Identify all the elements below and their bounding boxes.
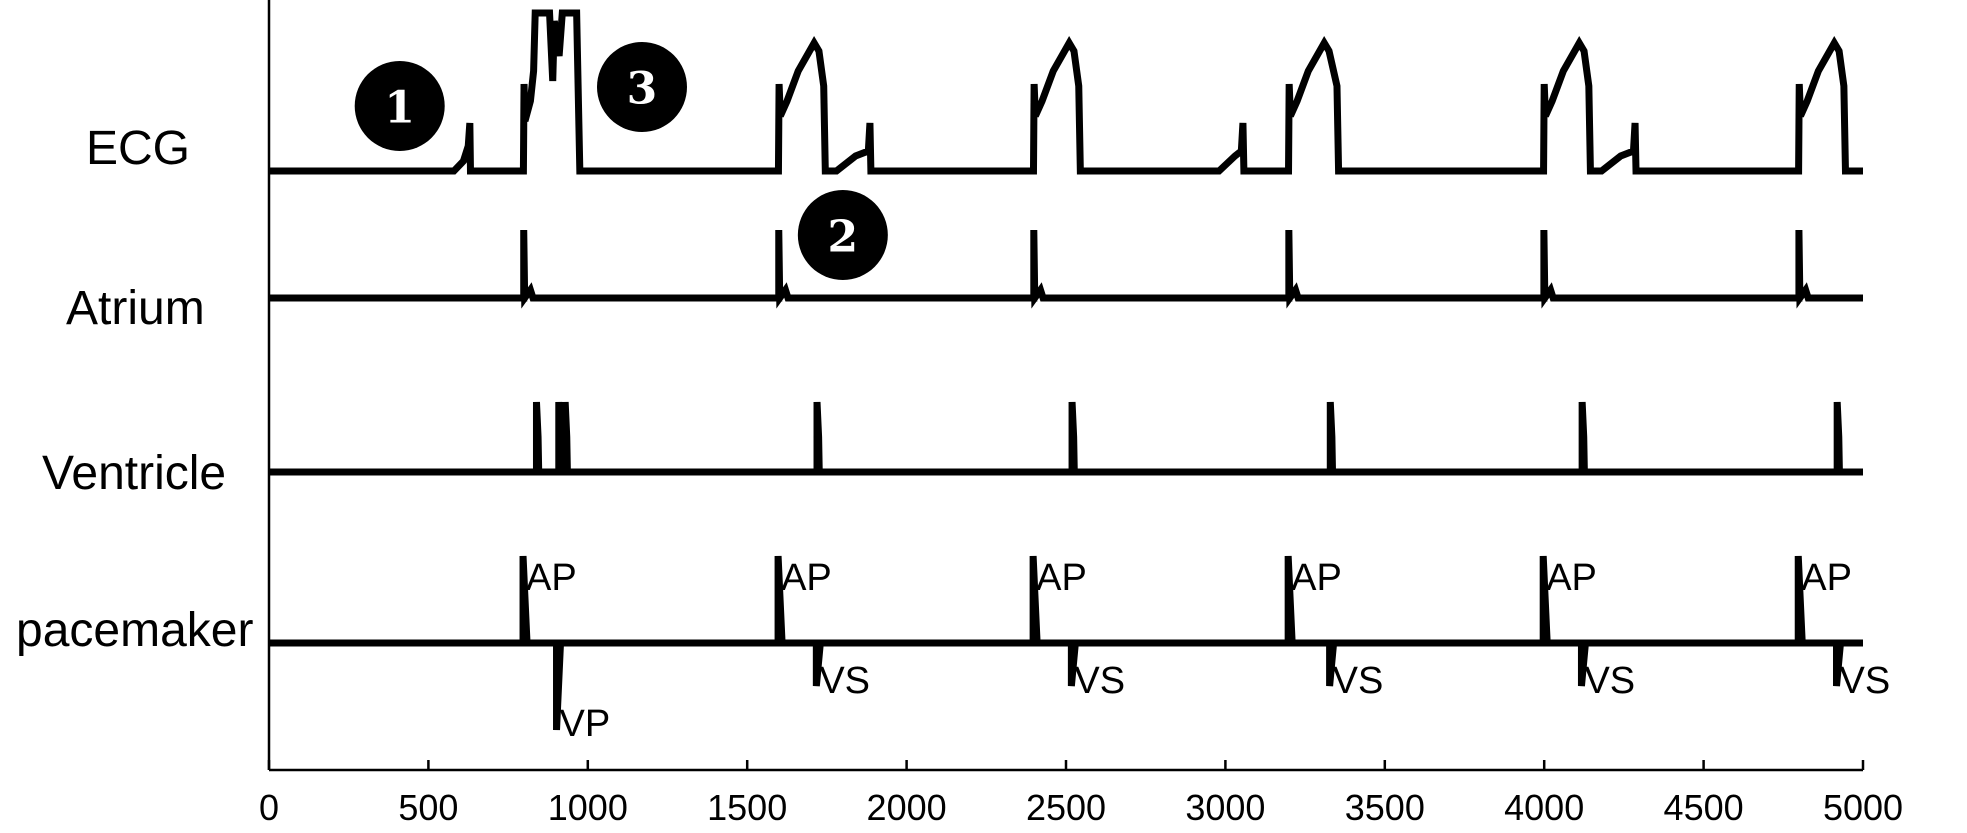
marker-number-3: 3 (627, 64, 658, 115)
marker-number-1: 1 (384, 83, 415, 134)
marker-2: 2 (797, 190, 888, 280)
x-tick-label-3000: 3000 (1185, 787, 1265, 828)
x-tick-label-1500: 1500 (707, 787, 787, 828)
x-axis-ticks: 0 500 1000 1500 2000 2500 3000 3500 4000 4500 5000 (259, 760, 1903, 828)
pacemaker-event-ap-10: AP (1801, 557, 1852, 599)
x-tick-label-4500: 4500 (1664, 787, 1744, 828)
marker-circle-2 (797, 190, 888, 280)
x-tick-label-1000: 1000 (548, 787, 628, 828)
signal-traces (269, 9, 1863, 731)
pacemaker-event-ap-6: AP (1291, 557, 1342, 599)
x-tick-label-0: 0 (259, 787, 279, 828)
x-tick-label-2500: 2500 (1026, 787, 1106, 828)
x-tick-label-5000: 5000 (1823, 787, 1903, 828)
row-label-atrium: Atrium (66, 282, 205, 335)
row-label-ecg: ECG (86, 122, 190, 175)
x-tick-label-3500: 3500 (1345, 787, 1425, 828)
pacemaker-event-vs-9: VS (1584, 660, 1635, 702)
row-labels: ECG Atrium Ventricle pacemaker (16, 122, 253, 657)
pacemaker-event-ap-4: AP (1036, 557, 1087, 599)
pacemaker-event-ap-2: AP (781, 557, 832, 599)
pacemaker-event-labels: AP VP AP VS AP VS AP VS AP VS AP VS (526, 557, 1890, 745)
marker-circle-1 (354, 61, 445, 151)
pacemaker-event-ap-0: AP (526, 557, 577, 599)
pacemaker-event-vs-5: VS (1074, 660, 1125, 702)
x-tick-label-2000: 2000 (867, 787, 947, 828)
pacemaker-event-vs-7: VS (1333, 660, 1384, 702)
ecg-trace (269, 9, 1863, 175)
pacemaker-event-vs-11: VS (1839, 660, 1890, 702)
atrium-trace (269, 229, 1863, 309)
row-label-pacemaker: pacemaker (16, 604, 253, 657)
marker-1: 1 (354, 61, 445, 151)
pacemaker-event-vs-3: VS (819, 660, 870, 702)
pacemaker-event-vp-1: VP (560, 703, 611, 745)
numbered-markers: 1 2 3 (354, 42, 888, 280)
pacemaker-event-ap-8: AP (1546, 557, 1597, 599)
marker-circle-3 (596, 42, 687, 132)
row-label-ventricle: Ventricle (42, 447, 226, 500)
pacemaker-trace (269, 555, 1863, 731)
ventricle-trace (269, 401, 1863, 476)
x-tick-label-4000: 4000 (1504, 787, 1584, 828)
marker-number-2: 2 (828, 212, 859, 263)
marker-3: 3 (596, 42, 687, 132)
x-tick-label-500: 500 (398, 787, 458, 828)
